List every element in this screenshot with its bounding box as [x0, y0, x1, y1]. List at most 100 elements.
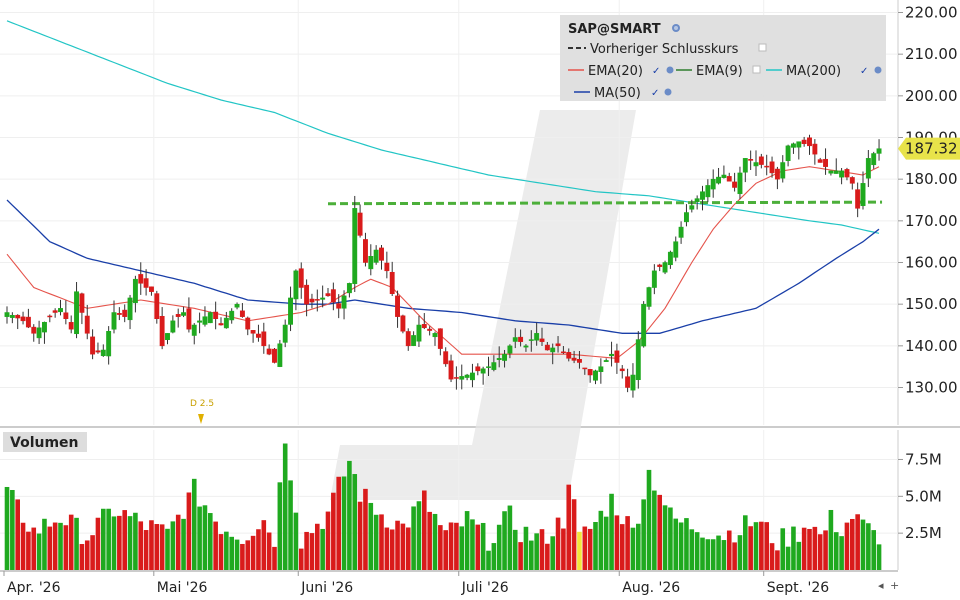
candle-body	[272, 348, 277, 363]
volume-bar	[298, 548, 304, 570]
candle-body	[807, 137, 812, 147]
volume-bar	[470, 519, 475, 570]
candle	[84, 304, 90, 340]
settings-icon[interactable]	[666, 66, 674, 74]
candle	[587, 369, 593, 383]
volume-bar	[191, 478, 197, 570]
volume-bar	[438, 525, 443, 570]
price-tick-label: 140.00	[905, 337, 958, 355]
volume-bar	[229, 536, 234, 570]
volume-tick-label: 7.5M	[905, 450, 942, 468]
volume-bar	[336, 476, 341, 570]
volume-bar	[143, 530, 149, 570]
candle-body	[352, 208, 358, 285]
candle	[721, 165, 727, 179]
volume-bar	[764, 522, 769, 570]
candle	[245, 316, 251, 336]
candle	[234, 302, 240, 310]
candle	[165, 333, 170, 345]
check-icon-ma200[interactable]: ✓	[860, 66, 868, 77]
volume-bar	[534, 533, 539, 570]
candle-body	[860, 183, 866, 207]
volume-bar	[389, 529, 395, 570]
candle-body	[689, 205, 695, 210]
candle	[496, 346, 502, 368]
check-icon[interactable]: ✓	[652, 66, 660, 77]
volume-bar	[780, 528, 786, 570]
candle-body	[79, 293, 85, 313]
volume-bar	[315, 523, 320, 570]
volume-bar	[272, 546, 277, 570]
volume-bar	[277, 482, 283, 570]
globe-icon[interactable]	[672, 24, 680, 32]
candle-body	[496, 358, 502, 360]
volume-bar	[807, 528, 812, 570]
scroll-arrow-icon[interactable]: ◂	[878, 579, 884, 592]
candle-body	[678, 226, 684, 238]
candle-body	[523, 345, 529, 348]
candle	[207, 311, 213, 324]
volume-bar	[855, 514, 860, 570]
candle-body	[277, 343, 283, 367]
candle-body	[528, 339, 534, 341]
candle	[598, 358, 604, 384]
add-icon[interactable]: +	[890, 579, 899, 592]
candle	[742, 158, 748, 183]
settings-icon-ma200[interactable]	[874, 66, 882, 74]
candle-body	[657, 264, 663, 267]
candle	[31, 324, 37, 342]
volume-bar	[373, 514, 379, 570]
legend-checkbox-prev-close[interactable]	[758, 43, 767, 52]
candle	[15, 314, 21, 330]
candle	[657, 263, 663, 272]
volume-bar	[170, 521, 176, 570]
volume-bar	[480, 522, 486, 570]
candle-body	[309, 298, 315, 303]
candle-body	[261, 331, 267, 347]
last-price-label: 187.32	[905, 140, 958, 158]
volume-bar	[282, 443, 288, 570]
candle-body	[555, 343, 561, 347]
candle	[544, 341, 550, 351]
candle	[379, 244, 384, 270]
candle-body	[207, 312, 213, 324]
candle-body	[566, 352, 572, 359]
candle-body	[186, 308, 192, 330]
volume-bar	[84, 540, 90, 570]
candle	[539, 327, 545, 346]
candle	[823, 148, 828, 175]
candle-body	[673, 241, 679, 258]
candle	[250, 330, 256, 343]
candle-body	[726, 176, 732, 182]
candle	[560, 346, 566, 355]
candle	[774, 166, 780, 190]
candle	[593, 369, 598, 385]
candle	[780, 155, 786, 183]
candle-body	[411, 335, 417, 346]
settings-icon-ma50[interactable]	[664, 88, 672, 96]
volume-bar	[769, 543, 775, 570]
candle-body	[256, 333, 261, 338]
candle-body	[710, 178, 716, 190]
volume-bar	[876, 544, 882, 570]
volume-bar	[507, 505, 513, 570]
candle	[753, 150, 759, 176]
candle-body	[15, 314, 21, 319]
check-icon-ma50[interactable]: ✓	[651, 88, 659, 99]
candle-body	[791, 143, 796, 148]
time-tick-label: Juli '26	[461, 580, 509, 596]
legend[interactable]: SAP@SMART Vorheriger Schlusskurs EMA(20)…	[560, 15, 886, 101]
candle-body	[764, 165, 770, 168]
volume-bar	[871, 530, 876, 570]
volume-bar	[202, 505, 208, 570]
volume-bar	[31, 527, 37, 570]
volume-bar	[325, 511, 331, 570]
candle	[662, 260, 668, 275]
candle	[871, 151, 877, 169]
volume-bar	[15, 499, 20, 570]
candle-body	[138, 274, 144, 284]
legend-checkbox-ema9[interactable]	[752, 65, 761, 74]
candle	[363, 232, 368, 267]
volume-bar	[464, 511, 470, 570]
